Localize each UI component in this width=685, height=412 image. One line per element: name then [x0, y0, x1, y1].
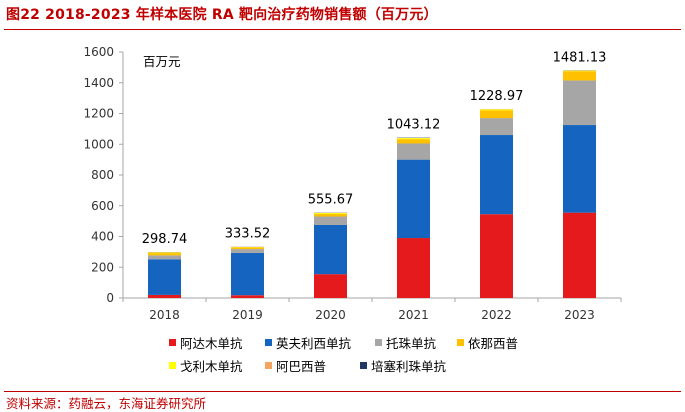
- total-labels: 298.74 333.52 555.67 1043.12 1228.97 1481.13: [142, 50, 607, 247]
- bar-segment: [231, 247, 264, 249]
- x-tick-label: 2022: [481, 308, 512, 322]
- bar-segment: [563, 71, 596, 72]
- legend-swatch: [169, 362, 176, 369]
- legend-swatch: [360, 362, 367, 369]
- y-tick-label: 1000: [83, 137, 114, 151]
- x-tick-label: 2021: [398, 308, 429, 322]
- bar-segment: [314, 213, 347, 214]
- legend-label: 阿巴西普: [276, 359, 326, 374]
- legend-label: 英夫利西单抗: [276, 336, 352, 351]
- total-label: 298.74: [142, 232, 188, 247]
- bar-segment: [148, 252, 181, 253]
- legend-swatch: [169, 339, 176, 346]
- legend-label: 阿达木单抗: [180, 336, 243, 351]
- source-rule: [4, 391, 681, 392]
- total-label: 333.52: [225, 227, 271, 242]
- bar-segment: [480, 135, 513, 214]
- legend-swatch: [265, 339, 272, 346]
- bar-segment: [231, 249, 264, 253]
- bar-segment: [480, 109, 513, 110]
- bar-segment: [563, 125, 596, 213]
- x-tick-label: 2023: [564, 308, 595, 322]
- total-label: 555.67: [308, 193, 354, 208]
- bar-segment: [314, 217, 347, 225]
- legend-label: 依那西普: [468, 336, 518, 351]
- bar-segment: [397, 160, 430, 238]
- bar-segment: [148, 295, 181, 298]
- legend-label: 戈利木单抗: [180, 359, 243, 374]
- bar-segment: [397, 139, 430, 143]
- bar-segment: [397, 238, 430, 298]
- bar-segment: [231, 253, 264, 295]
- bar-segment: [148, 255, 181, 259]
- legend-swatch: [265, 362, 272, 369]
- bar-segment: [480, 214, 513, 298]
- bar-segment: [314, 214, 347, 217]
- legend-swatch: [457, 339, 464, 346]
- y-tick-label: 400: [91, 230, 114, 244]
- total-label: 1228.97: [470, 89, 524, 104]
- bar-segment: [480, 110, 513, 118]
- x-axis: 2018 2019 2020 2021 2022 2023: [123, 298, 621, 322]
- bar-segment: [314, 225, 347, 274]
- y-tick-label: 1600: [83, 45, 114, 59]
- y-tick-label: 1200: [83, 107, 114, 121]
- legend-swatch: [375, 339, 382, 346]
- y-axis: 0 200 400 600 800 1000 1200 1400 1600: [83, 45, 123, 305]
- bars: [148, 70, 596, 298]
- bar-segment: [563, 71, 596, 80]
- legend-label: 托珠单抗: [386, 336, 437, 351]
- total-label: 1481.13: [553, 50, 607, 65]
- y-tick-label: 600: [91, 199, 114, 213]
- bar-segment: [148, 259, 181, 295]
- x-tick-label: 2019: [232, 308, 263, 322]
- y-unit-label: 百万元: [143, 54, 181, 69]
- y-tick-label: 800: [91, 168, 114, 182]
- total-label: 1043.12: [387, 118, 441, 133]
- bar-segment: [480, 118, 513, 135]
- source-note: 资料来源：药融云，东海证券研究所: [6, 393, 206, 412]
- bar-segment: [563, 80, 596, 125]
- bar-segment: [231, 295, 264, 298]
- x-tick-label: 2020: [315, 308, 346, 322]
- bar-segment: [397, 143, 430, 159]
- bar-segment: [148, 253, 181, 255]
- bar-segment: [397, 138, 430, 139]
- legend-label: 培塞利珠单抗: [371, 359, 447, 374]
- bar-segment: [563, 213, 596, 298]
- y-tick-label: 0: [106, 291, 114, 305]
- y-tick-label: 200: [91, 260, 114, 274]
- bar-segment: [314, 274, 347, 298]
- y-tick-label: 1400: [83, 76, 114, 90]
- x-tick-label: 2018: [149, 308, 180, 322]
